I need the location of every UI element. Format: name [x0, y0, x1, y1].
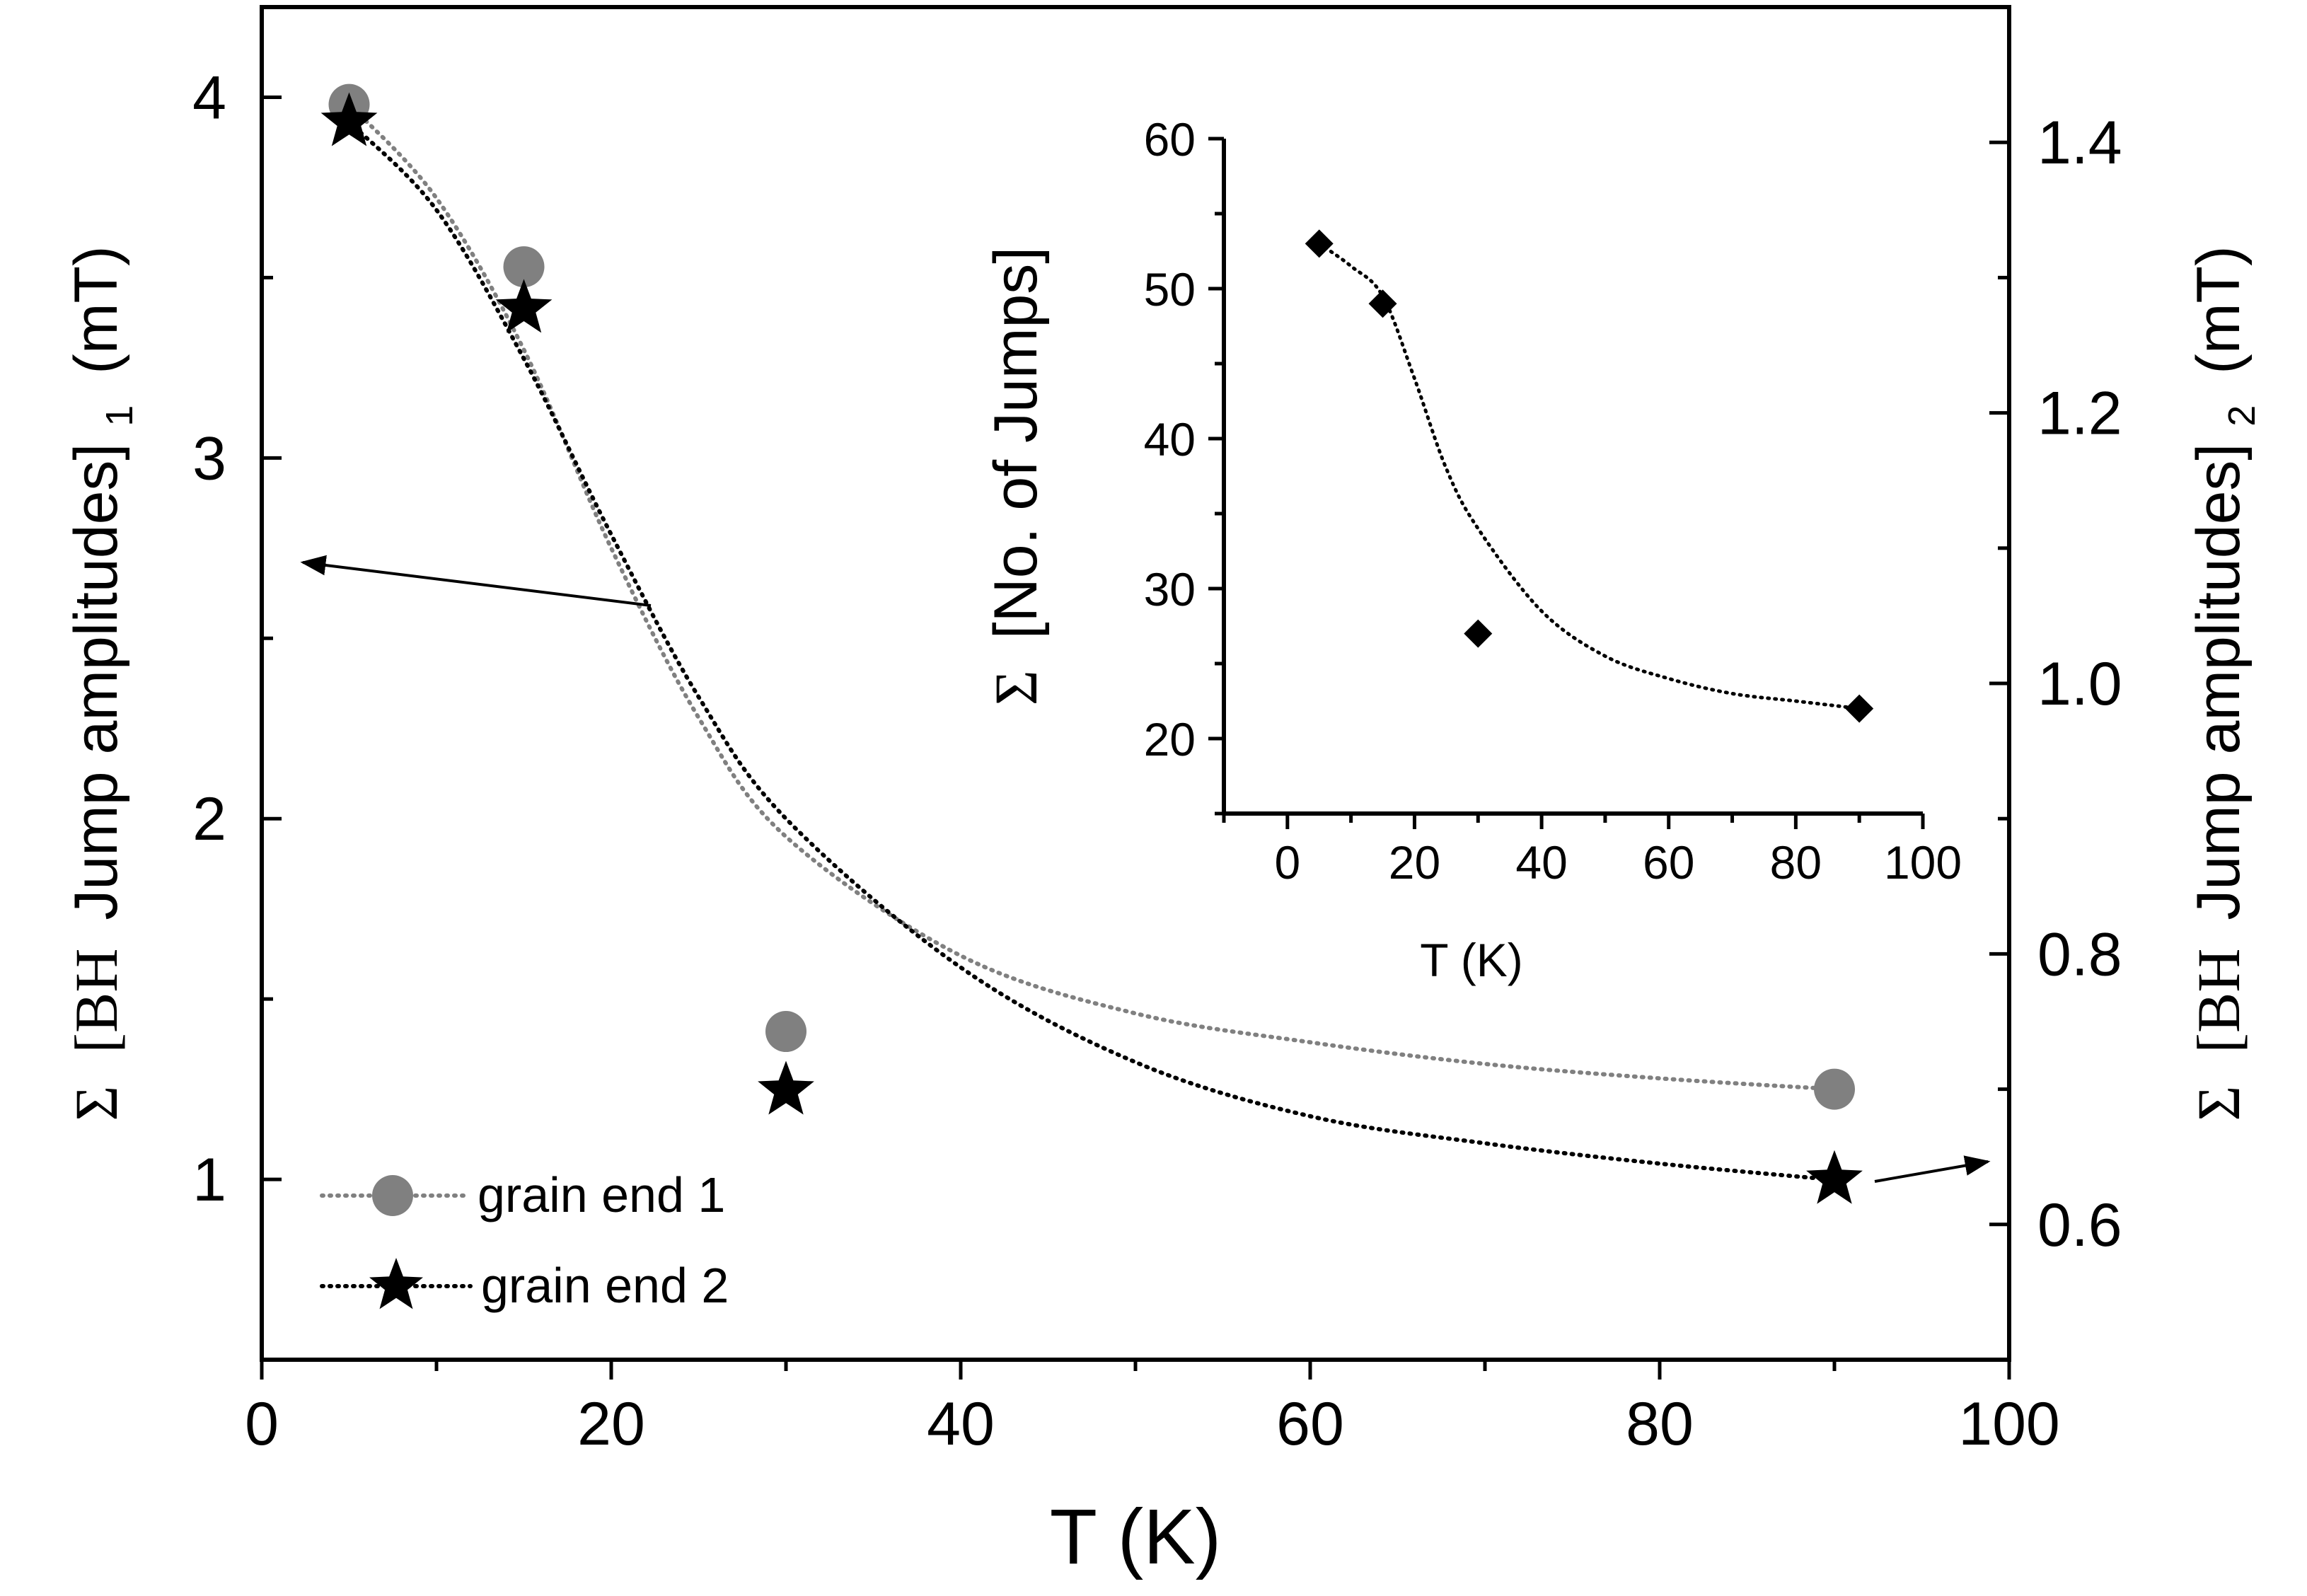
- main-fit-curves: [347, 102, 1837, 1182]
- y-left-tick-label: 1: [192, 1146, 226, 1214]
- main-annotations: [300, 555, 1991, 1183]
- y-right-bh: [BH: [2185, 949, 2253, 1053]
- inset-y-sigma: Σ: [982, 670, 1050, 705]
- y-right-sigma: Σ: [2185, 1086, 2253, 1121]
- main-ticks: 0 20 40 60 80 100 1 2 3 4 0.6 0.8 1.0 1.2 1.4: [192, 5, 2122, 1458]
- main-markers: [320, 83, 1863, 1204]
- inset-markers: [1305, 229, 1874, 723]
- inset-x-tick-label: 80: [1770, 836, 1822, 889]
- y-right-sub: 2: [2221, 405, 2263, 427]
- fit-curve-grain-end-2: [347, 120, 1837, 1182]
- y-right-tick-label: 0.8: [2037, 920, 2122, 988]
- y-left-sigma: Σ: [62, 1086, 130, 1121]
- y-left-rest: Jump amplitudes]: [62, 444, 130, 920]
- data-point-grain-end-2: [320, 92, 378, 146]
- inset-x-tick-label: 100: [1884, 836, 1962, 889]
- fit-curve-grain-end-1: [347, 102, 1837, 1092]
- inset-y-tick-label: 30: [1144, 563, 1196, 615]
- inset-y-tick-label: 50: [1144, 263, 1196, 316]
- x-tick-label: 40: [927, 1390, 995, 1458]
- x-tick-label: 80: [1626, 1390, 1694, 1458]
- data-point-grain-end-1: [765, 1011, 806, 1053]
- y-left-tick-label: 4: [192, 64, 226, 132]
- x-tick-label: 20: [577, 1390, 645, 1458]
- inset-x-tick-label: 40: [1515, 836, 1567, 889]
- inset-ticks: 0 20 40 60 80 100 20 30 40 50 60: [1144, 113, 1962, 889]
- inset-fit-curve-line: [1317, 241, 1861, 711]
- legend-label-grain-end-2: grain end 2: [481, 1258, 729, 1313]
- inset-y-tick-label: 40: [1144, 413, 1196, 466]
- legend-marker-grain-end-2: [369, 1258, 423, 1309]
- y-left-unit: (mT): [62, 245, 130, 374]
- inset-x-tick-label: 0: [1274, 836, 1300, 889]
- inset-x-axis-title: T (K): [1420, 934, 1522, 986]
- y-right-tick-label: 1.0: [2037, 650, 2122, 718]
- y-left-bh: [BH: [62, 949, 130, 1053]
- x-tick-label: 100: [1958, 1390, 2060, 1458]
- y-right-tick-label: 1.4: [2037, 109, 2122, 177]
- y-left-tick-label: 2: [192, 785, 226, 853]
- y-right-tick-label: 0.6: [2037, 1191, 2122, 1259]
- legend-star-shape: [369, 1258, 423, 1309]
- x-axis-title: T (K): [1050, 1493, 1221, 1580]
- legend-label-grain-end-1: grain end 1: [478, 1167, 725, 1222]
- y-axis-left-title: Σ [BH Jump amplitudes] 1 (mT): [62, 245, 146, 1121]
- inset-data-point: [1464, 619, 1493, 648]
- inset-data-point: [1368, 289, 1397, 318]
- inset-x-tick-label: 20: [1389, 836, 1440, 889]
- y-axis-right-title: Σ [BH Jump amplitudes] 2 (mT): [2185, 245, 2268, 1121]
- inset-data-point: [1845, 694, 1874, 723]
- inset-y-rest: [No. of Jumps]: [982, 247, 1050, 639]
- y-right-unit: (mT): [2185, 245, 2253, 374]
- x-tick-label: 0: [245, 1390, 279, 1458]
- y-left-tick-label: 3: [192, 424, 226, 492]
- main-plot-frame: [260, 5, 2011, 1362]
- inset-x-tick-label: 60: [1643, 836, 1694, 889]
- inset-y-tick-label: 20: [1144, 713, 1196, 765]
- x-tick-label: 60: [1276, 1390, 1344, 1458]
- data-point-grain-end-1: [503, 246, 545, 288]
- legend-marker-grain-end-1: [372, 1175, 413, 1216]
- arrow-to-right-axis: [1874, 1155, 1991, 1183]
- y-right-tick-label: 1.2: [2037, 380, 2122, 448]
- data-point-grain-end-2: [758, 1060, 814, 1115]
- inset-data-point: [1305, 229, 1334, 258]
- inset-y-axis-title: Σ [No. of Jumps]: [982, 247, 1050, 705]
- inset-fit-curve: [1317, 241, 1861, 711]
- arrow-to-left-axis: [300, 555, 652, 607]
- legend: grain end 1 grain end 2: [320, 1167, 729, 1313]
- inset-plot: 0 20 40 60 80 100 20 30 40 50 60 T (K) Σ [No. of J…: [982, 113, 1962, 986]
- data-point-grain-end-1: [1814, 1068, 1855, 1110]
- data-point-grain-end-2: [495, 279, 553, 333]
- y-right-rest: Jump amplitudes]: [2185, 444, 2253, 920]
- y-left-sub: 1: [98, 405, 141, 427]
- inset-y-tick-label: 60: [1144, 113, 1196, 166]
- data-point-grain-end-2: [1806, 1150, 1863, 1204]
